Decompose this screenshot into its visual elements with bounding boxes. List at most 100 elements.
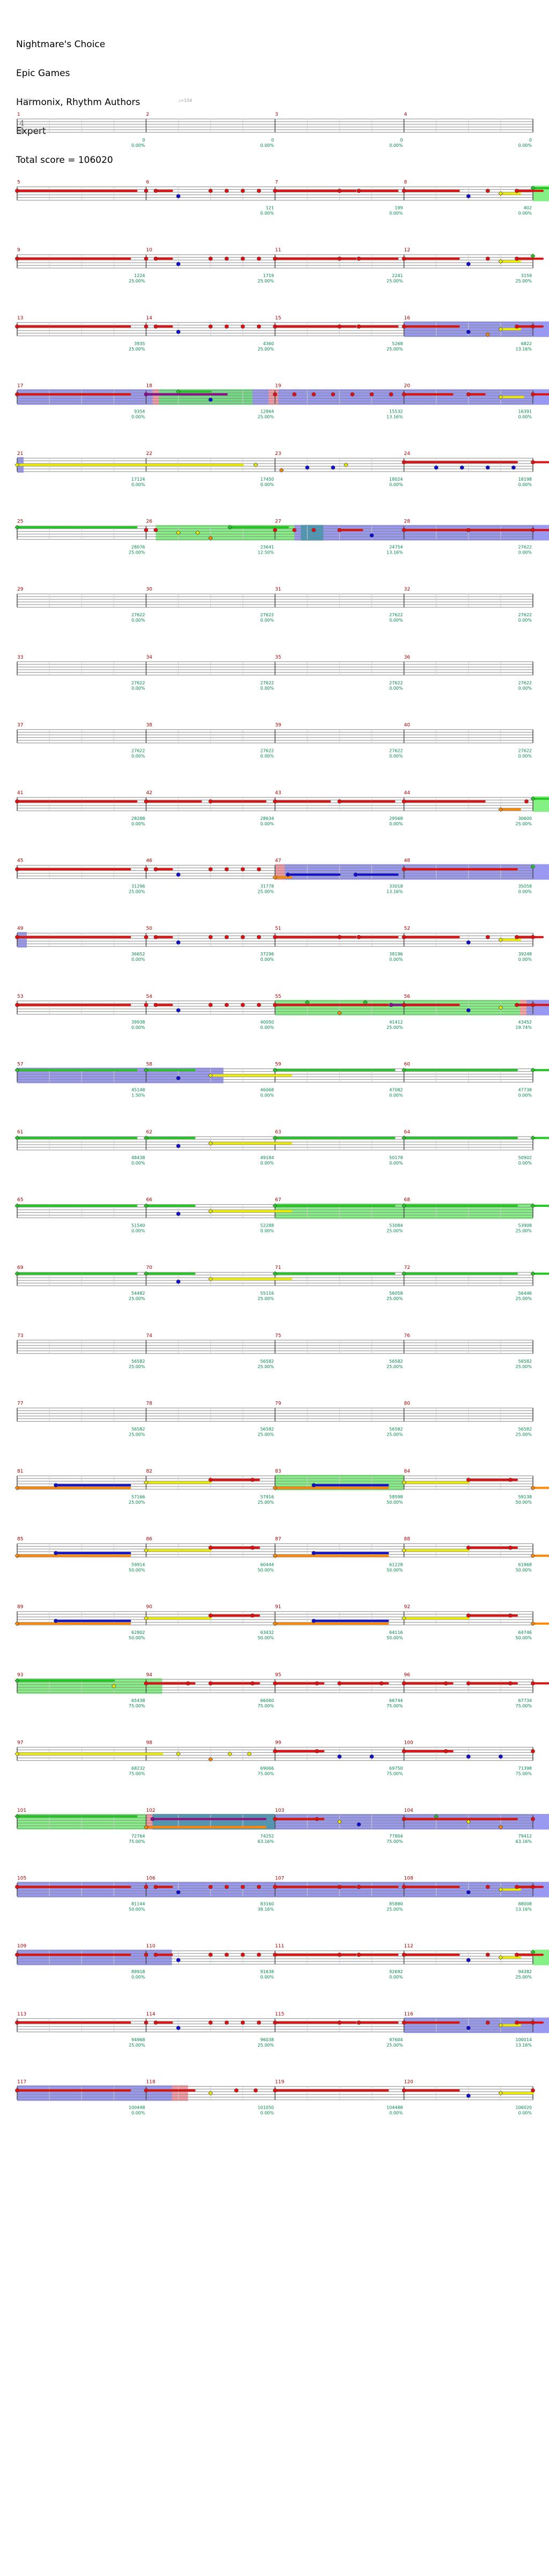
note-gem bbox=[15, 867, 19, 871]
measure-number: 26 bbox=[146, 519, 153, 525]
measure-percent: 50.00% bbox=[129, 1636, 145, 1640]
measure-score: 56582 bbox=[261, 1427, 274, 1431]
measure-percent: 25.00% bbox=[129, 550, 145, 555]
overdrive-region bbox=[17, 389, 549, 405]
measure-percent: 0.00% bbox=[389, 1161, 403, 1166]
measure-percent: 50.00% bbox=[515, 1568, 532, 1573]
artist-name: Epic Games bbox=[16, 68, 70, 79]
measure-percent: 25.00% bbox=[129, 1364, 145, 1369]
measure-score: 56582 bbox=[389, 1359, 403, 1364]
note-gem bbox=[337, 256, 342, 261]
measure-percent: 0.00% bbox=[389, 211, 403, 216]
overdrive-region bbox=[526, 999, 549, 1016]
measure-number: 118 bbox=[146, 2079, 155, 2085]
note-gem bbox=[144, 1203, 149, 1208]
measure-score: 53908 bbox=[518, 1223, 532, 1228]
measure-number: 6 bbox=[146, 180, 150, 185]
measure-number: 101 bbox=[17, 1808, 26, 1813]
note-gem bbox=[402, 1616, 406, 1621]
measure-score: 89918 bbox=[131, 1969, 145, 1974]
measure-score: 28076 bbox=[131, 545, 145, 550]
note-gem bbox=[224, 2020, 229, 2025]
staff-row: 775658225.00%785658225.00%795658225.00%8… bbox=[17, 1401, 533, 1437]
measure-percent: 25.00% bbox=[257, 1432, 274, 1437]
note-gem bbox=[250, 1545, 255, 1550]
measure-percent: 25.00% bbox=[257, 1364, 274, 1369]
note-gem bbox=[466, 1545, 471, 1550]
measure-number: 13 bbox=[17, 316, 23, 321]
staff-row: 100.00%200.00%300.00%400.00%44♩=170 ♩=154 bbox=[17, 98, 533, 148]
measure-percent: 38.16% bbox=[257, 1907, 274, 1912]
measure-number: 74 bbox=[146, 1333, 153, 1339]
measure-score: 50178 bbox=[389, 1155, 403, 1160]
time-signature-denominator: 4 bbox=[19, 126, 25, 136]
measure-score: 9354 bbox=[134, 409, 145, 414]
note-gem bbox=[402, 1203, 406, 1208]
note-gem bbox=[224, 324, 229, 329]
measure-percent: 0.00% bbox=[389, 1093, 403, 1097]
note-gem bbox=[144, 1136, 149, 1140]
note-gem bbox=[273, 1885, 277, 1889]
note-gem bbox=[530, 1136, 536, 1140]
note-gem bbox=[498, 259, 503, 264]
measure-score: 17124 bbox=[131, 477, 145, 482]
note-gem bbox=[466, 194, 471, 198]
note-gem bbox=[508, 1681, 513, 1686]
staff-row: 1139496825.00%1149603825.00%1159760425.0… bbox=[15, 2012, 549, 2048]
measure-number: 1 bbox=[17, 112, 20, 117]
note-gem bbox=[485, 189, 490, 193]
note-gem bbox=[234, 2088, 239, 2093]
measure-score: 59914 bbox=[131, 1563, 145, 1567]
measure-number: 70 bbox=[146, 1265, 153, 1271]
measure-percent: 0.00% bbox=[261, 618, 274, 623]
staff-row: 13393525.00%14436025.00%15526825.00%1668… bbox=[15, 316, 549, 352]
note-gem bbox=[208, 324, 213, 329]
measure-score: 39938 bbox=[131, 1020, 145, 1025]
note-gem bbox=[311, 392, 316, 397]
measure-number: 40 bbox=[404, 722, 411, 728]
measure-percent: 19.74% bbox=[515, 1025, 532, 1030]
note-gem bbox=[311, 528, 316, 532]
measure-score: 106020 bbox=[515, 2105, 532, 2110]
note-gem bbox=[337, 1885, 342, 1889]
measure-score: 47082 bbox=[389, 1087, 403, 1092]
note-gem bbox=[14, 1067, 20, 1073]
measure-number: 9 bbox=[17, 248, 20, 253]
measure-score: 74252 bbox=[261, 1834, 274, 1839]
measure-score: 50902 bbox=[518, 1155, 532, 1160]
note-gem bbox=[111, 1683, 116, 1689]
note-gem bbox=[176, 1751, 181, 1757]
note-gem bbox=[499, 1754, 503, 1759]
note-gem bbox=[357, 189, 361, 193]
note-gem bbox=[208, 1545, 213, 1550]
note-gem bbox=[315, 1749, 320, 1753]
note-gem bbox=[466, 940, 471, 945]
note-gem bbox=[311, 1551, 316, 1555]
measure-number: 2 bbox=[146, 112, 150, 117]
measure-score: 27622 bbox=[389, 681, 403, 685]
note-gem bbox=[434, 465, 439, 470]
measure-score: 88008 bbox=[518, 1902, 532, 1907]
note-gem bbox=[292, 528, 296, 532]
note-gem bbox=[208, 189, 213, 193]
measure-percent: 0.00% bbox=[131, 957, 145, 962]
note-gem bbox=[241, 1885, 245, 1889]
measure-score: 97604 bbox=[389, 2037, 403, 2042]
charter-name: Harmonix, Rhythm Authors bbox=[16, 97, 140, 108]
measure-score: 23641 bbox=[261, 545, 274, 550]
note-gem bbox=[257, 867, 261, 871]
note-gem bbox=[144, 935, 149, 939]
note-gem bbox=[485, 935, 490, 939]
measure-score: 56582 bbox=[131, 1359, 145, 1364]
measure-score: 40050 bbox=[261, 1020, 274, 1025]
note-gem bbox=[531, 1003, 535, 1007]
note-gem bbox=[144, 799, 149, 804]
measure-percent: 0.00% bbox=[261, 143, 274, 148]
note-gem bbox=[208, 2090, 213, 2096]
note-gem bbox=[241, 189, 245, 193]
measure-percent: 25.00% bbox=[387, 1432, 403, 1437]
staff-row: 976823275.00%986906675.00%996975075.00%1… bbox=[14, 1740, 535, 1776]
overlap-region bbox=[301, 525, 324, 541]
measure-score: 33018 bbox=[389, 884, 403, 889]
